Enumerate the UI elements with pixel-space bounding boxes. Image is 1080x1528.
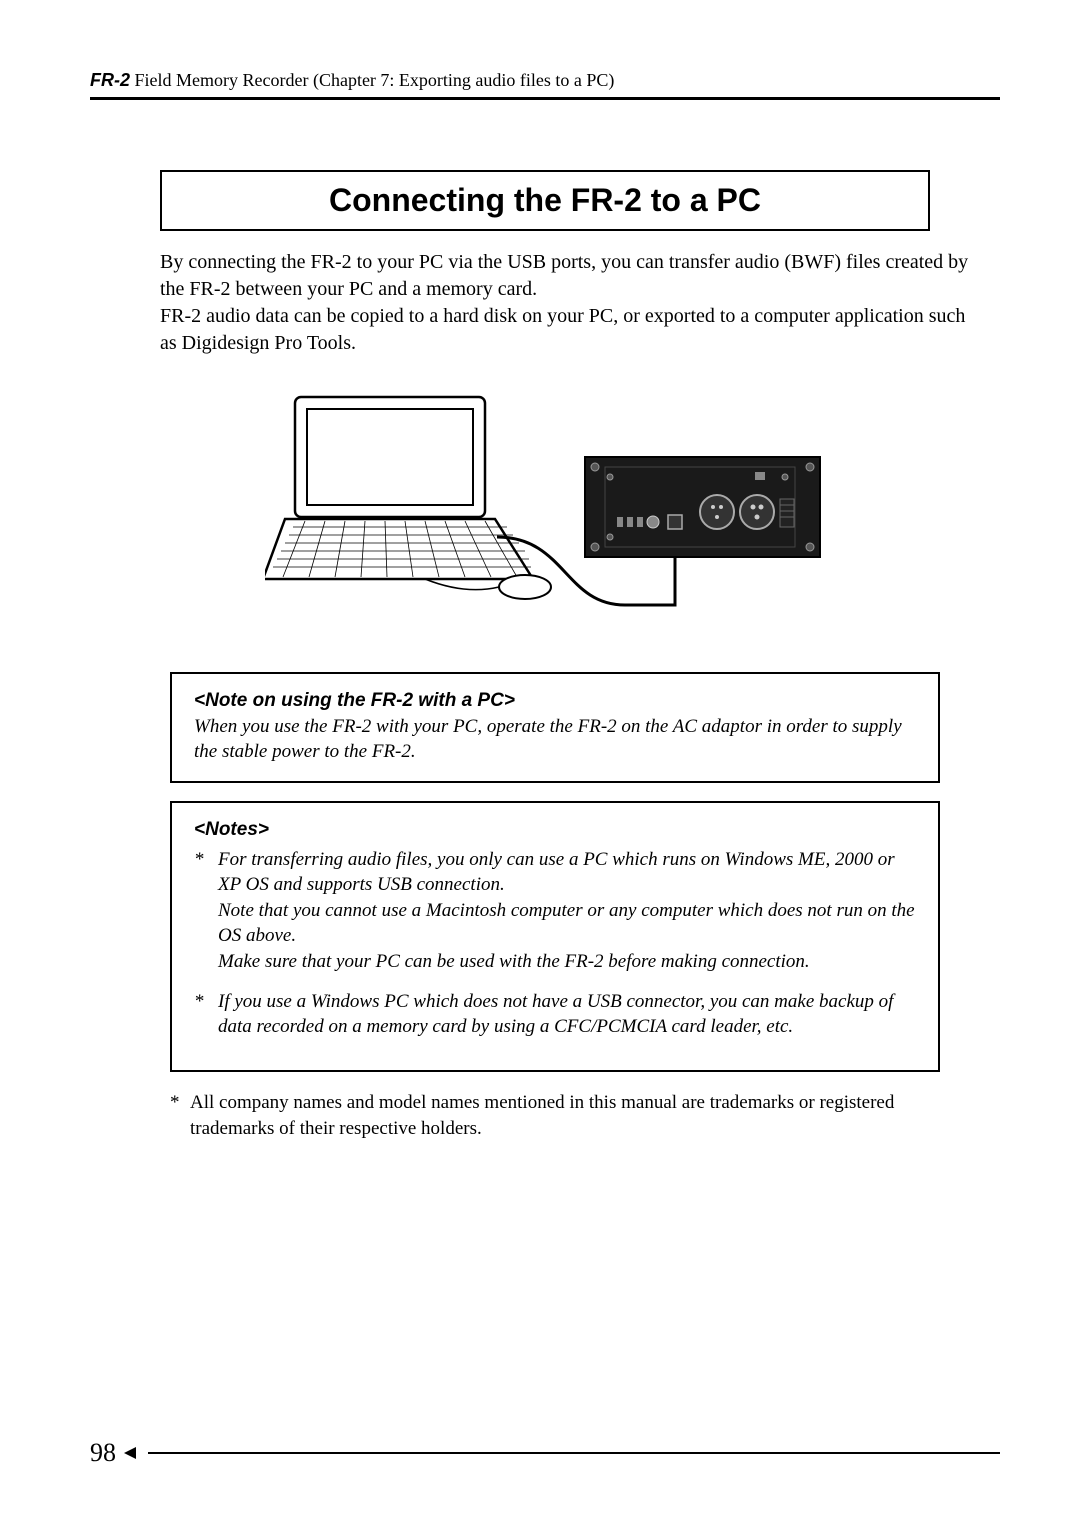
trademark-notice: * All company names and model names ment…	[170, 1090, 940, 1141]
note2-list: * For transferring audio files, you only…	[194, 847, 916, 1040]
asterisk-icon: *	[170, 1090, 180, 1116]
note1-body: When you use the FR-2 with your PC, oper…	[194, 714, 916, 765]
chapter-title: Field Memory Recorder (Chapter 7: Export…	[130, 70, 614, 90]
note2-item1-line1: For transferring audio files, you only c…	[218, 847, 916, 898]
laptop-icon	[265, 397, 551, 599]
trademark-text: All company names and model names mentio…	[190, 1092, 894, 1139]
diagram-svg	[265, 387, 825, 607]
asterisk-icon: *	[194, 847, 204, 873]
note-box-2: <Notes> * For transferring audio files, …	[170, 801, 940, 1072]
note2-item-2: * If you use a Windows PC which does not…	[194, 989, 916, 1040]
connection-diagram	[90, 387, 1000, 612]
arrow-left-icon	[124, 1447, 136, 1459]
section-title-box: Connecting the FR-2 to a PC	[160, 170, 930, 231]
note-box-1: <Note on using the FR-2 with a PC> When …	[170, 672, 940, 783]
note2-item1-line2: Note that you cannot use a Macintosh com…	[218, 898, 916, 949]
header-rule	[90, 97, 1000, 100]
asterisk-icon: *	[194, 989, 204, 1015]
note2-title: <Notes>	[194, 817, 916, 843]
running-header: FR-2 Field Memory Recorder (Chapter 7: E…	[90, 70, 1000, 97]
section-title: Connecting the FR-2 to a PC	[162, 182, 928, 219]
intro-paragraph-2: FR-2 audio data can be copied to a hard …	[160, 303, 970, 357]
page: FR-2 Field Memory Recorder (Chapter 7: E…	[0, 0, 1080, 1528]
note2-item-1: * For transferring audio files, you only…	[194, 847, 916, 975]
intro-paragraph-1: By connecting the FR-2 to your PC via th…	[160, 249, 970, 303]
fr2-device-icon	[585, 457, 820, 557]
page-number: 98	[90, 1438, 116, 1468]
footer-rule	[148, 1452, 1000, 1454]
note1-title: <Note on using the FR-2 with a PC>	[194, 688, 916, 714]
note2-item2-line1: If you use a Windows PC which does not h…	[218, 989, 916, 1040]
note2-item1-line3: Make sure that your PC can be used with …	[218, 949, 916, 975]
intro-text: By connecting the FR-2 to your PC via th…	[160, 249, 970, 357]
product-name: FR-2	[90, 70, 130, 90]
page-footer: 98	[90, 1438, 1000, 1468]
